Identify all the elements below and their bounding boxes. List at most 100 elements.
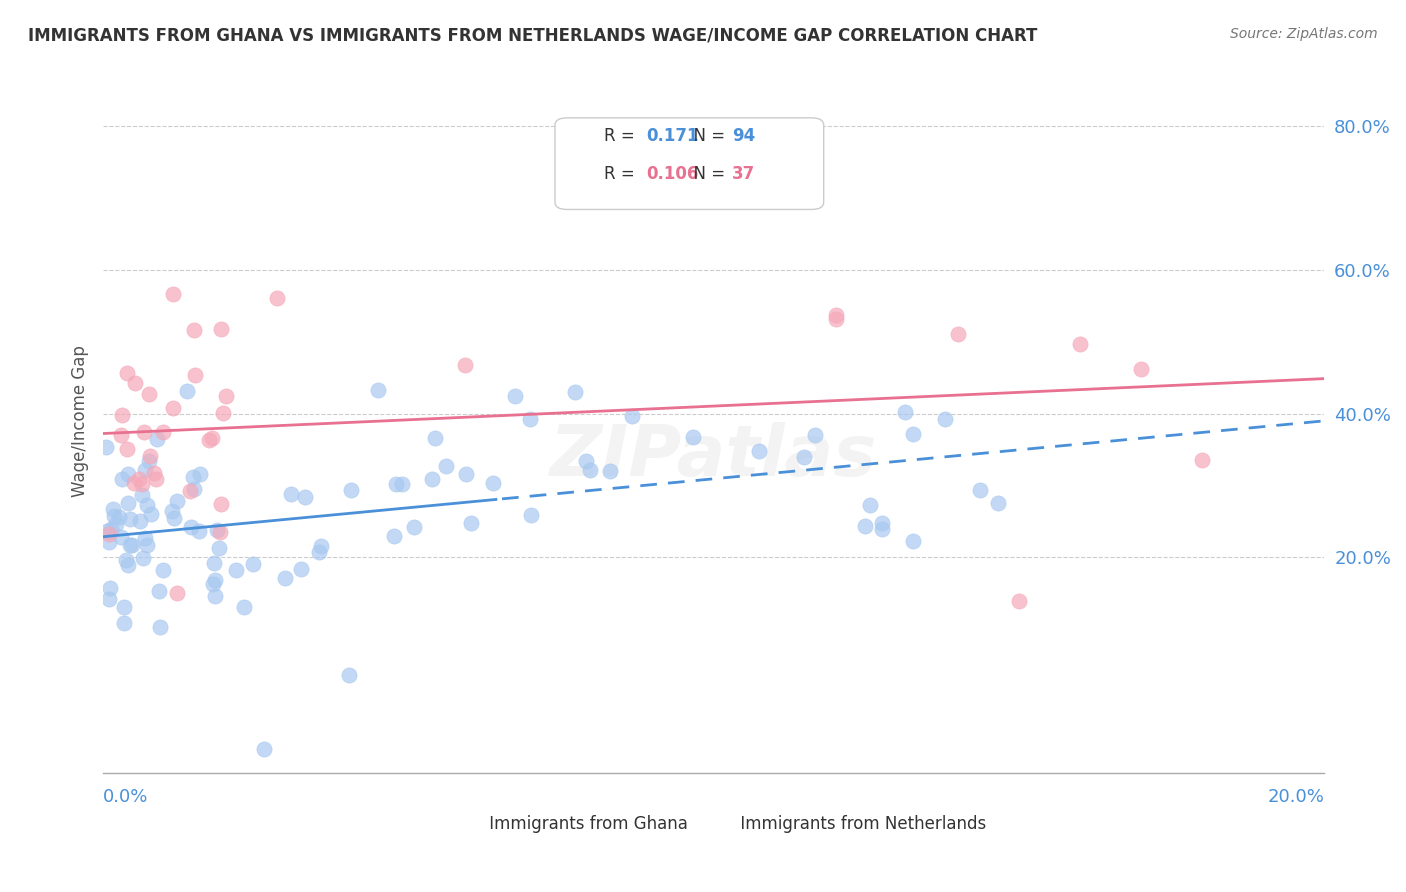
- Point: [103, 508, 125, 523]
- Point: [215, 389, 238, 403]
- Point: [146, 433, 169, 447]
- Text: 20.0%: 20.0%: [1268, 788, 1324, 805]
- Point: [132, 550, 155, 565]
- FancyBboxPatch shape: [543, 806, 574, 824]
- Text: IMMIGRANTS FROM GHANA VS IMMIGRANTS FROM NETHERLANDS WAGE/INCOME GAP CORRELATION: IMMIGRANTS FROM GHANA VS IMMIGRANTS FROM…: [28, 27, 1038, 45]
- Point: [520, 508, 543, 523]
- Point: [202, 556, 225, 570]
- Point: [110, 428, 132, 442]
- Point: [183, 323, 205, 337]
- Point: [101, 502, 124, 516]
- Point: [166, 586, 188, 600]
- Point: [482, 475, 505, 490]
- Point: [112, 599, 135, 614]
- Point: [134, 531, 156, 545]
- Point: [122, 476, 145, 491]
- Text: 0.171: 0.171: [647, 127, 699, 145]
- Point: [934, 411, 956, 425]
- Point: [104, 517, 127, 532]
- Point: [166, 494, 188, 508]
- Point: [420, 472, 443, 486]
- Point: [117, 558, 139, 573]
- Point: [340, 483, 363, 497]
- Point: [748, 444, 770, 458]
- Point: [183, 482, 205, 496]
- Point: [117, 496, 139, 510]
- Point: [184, 368, 207, 382]
- Point: [454, 358, 477, 372]
- Point: [204, 573, 226, 587]
- Point: [100, 522, 122, 536]
- Point: [434, 459, 457, 474]
- Text: 37: 37: [733, 165, 755, 184]
- Point: [111, 472, 134, 486]
- Point: [117, 467, 139, 481]
- Point: [138, 386, 160, 401]
- Point: [148, 584, 170, 599]
- Point: [208, 541, 231, 555]
- Point: [187, 524, 209, 538]
- Point: [423, 431, 446, 445]
- Point: [96, 524, 118, 538]
- Point: [859, 498, 882, 512]
- Point: [337, 668, 360, 682]
- Point: [207, 523, 229, 537]
- Point: [793, 450, 815, 464]
- Point: [181, 470, 204, 484]
- Point: [1191, 453, 1213, 467]
- Point: [946, 326, 969, 341]
- Point: [97, 592, 120, 607]
- Point: [131, 477, 153, 491]
- Point: [232, 600, 254, 615]
- Point: [825, 308, 848, 322]
- Point: [1069, 336, 1091, 351]
- Text: Immigrants from Ghana          Immigrants from Netherlands: Immigrants from Ghana Immigrants from Ne…: [441, 815, 986, 833]
- Point: [128, 473, 150, 487]
- Point: [152, 425, 174, 440]
- Point: [382, 528, 405, 542]
- Point: [969, 483, 991, 497]
- Point: [367, 384, 389, 398]
- Point: [825, 312, 848, 326]
- Text: R =: R =: [603, 165, 640, 184]
- Point: [294, 491, 316, 505]
- Point: [579, 463, 602, 477]
- Point: [870, 522, 893, 536]
- Point: [290, 561, 312, 575]
- FancyBboxPatch shape: [787, 806, 817, 824]
- Point: [97, 535, 120, 549]
- Text: N =: N =: [683, 165, 731, 184]
- Point: [253, 742, 276, 756]
- Point: [311, 539, 333, 553]
- Point: [853, 519, 876, 533]
- Point: [152, 564, 174, 578]
- Point: [211, 406, 233, 420]
- Point: [108, 510, 131, 524]
- Point: [134, 425, 156, 439]
- Point: [128, 514, 150, 528]
- Point: [870, 516, 893, 530]
- Point: [141, 508, 163, 522]
- Point: [120, 512, 142, 526]
- Point: [803, 427, 825, 442]
- Point: [564, 384, 586, 399]
- Point: [201, 431, 224, 445]
- Text: N =: N =: [683, 127, 731, 145]
- Point: [986, 496, 1008, 510]
- Point: [121, 538, 143, 552]
- Text: 94: 94: [733, 127, 755, 145]
- Point: [198, 434, 221, 448]
- Point: [209, 322, 232, 336]
- Point: [575, 454, 598, 468]
- Point: [188, 467, 211, 482]
- FancyBboxPatch shape: [555, 118, 824, 210]
- Text: ZIPatlas: ZIPatlas: [550, 422, 877, 491]
- Point: [391, 477, 413, 491]
- Point: [456, 467, 478, 481]
- Point: [903, 534, 925, 549]
- Point: [142, 466, 165, 480]
- Point: [97, 527, 120, 541]
- Point: [901, 427, 924, 442]
- Point: [1130, 361, 1153, 376]
- Point: [162, 401, 184, 416]
